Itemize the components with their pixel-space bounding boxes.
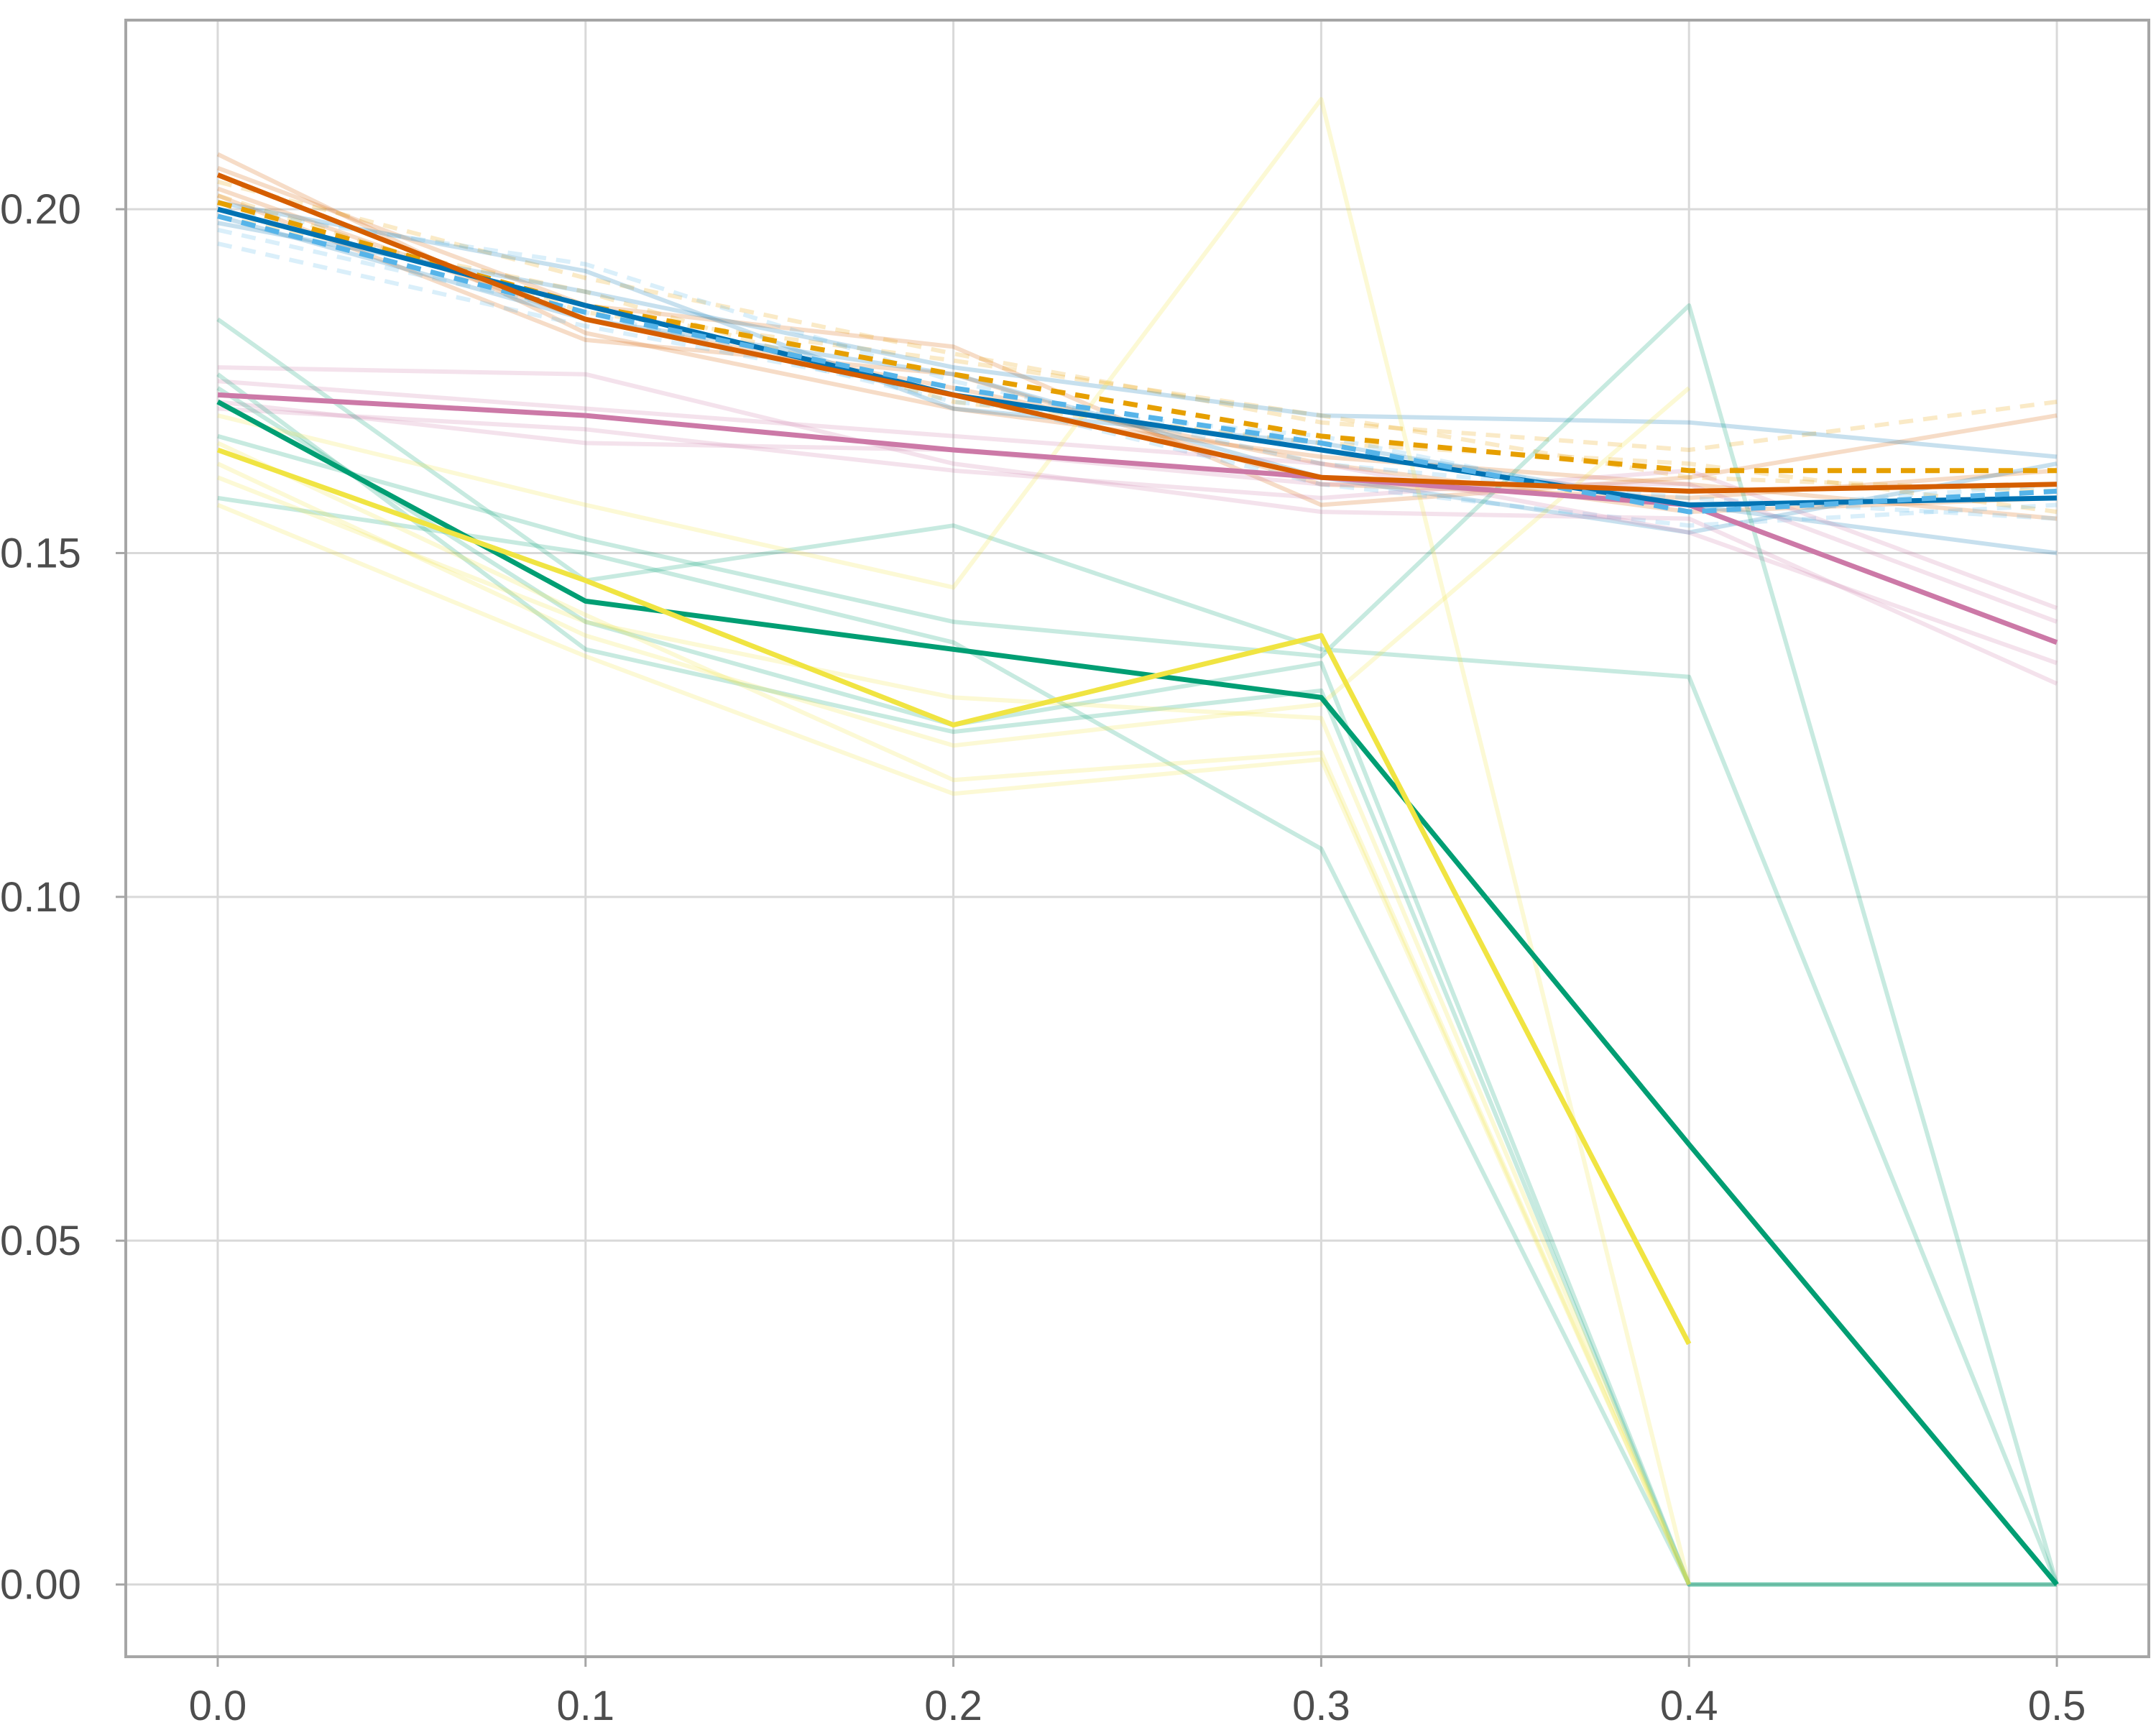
faint-series-line [216, 386, 1691, 748]
x-tick-label: 0.3 [1292, 1683, 1350, 1725]
faint-series-line [217, 221, 2058, 459]
y-tick-label: 0.00 [0, 1562, 81, 1609]
faint-series-line [217, 241, 2058, 528]
y-tick-label: 0.15 [0, 530, 81, 576]
faint-series-line [216, 475, 1691, 1586]
faint-series-line [217, 200, 2058, 556]
faint-series-line [217, 365, 2058, 686]
faint-series-line [216, 317, 2059, 1586]
series-line [217, 206, 2058, 507]
faint-series-line [217, 379, 2058, 666]
y-axis-ticks: 0.00 0.05 0.10 0.15 0.20 [0, 186, 126, 1609]
x-axis-ticks: 0.0 0.1 0.2 0.3 0.4 0.5 [189, 1657, 2086, 1725]
faint-series-line [217, 303, 2059, 1586]
faint-series-line [217, 406, 2058, 610]
faint-series-line [216, 372, 2057, 1587]
faint-series-line [217, 213, 2058, 535]
faint-series-line [217, 97, 1692, 1586]
y-tick-label: 0.05 [0, 1218, 81, 1264]
faint-series-line [217, 227, 2058, 515]
series-line [216, 447, 1692, 1346]
series-line [217, 213, 2058, 515]
main-series-group [216, 172, 2059, 1586]
faint-series-line [216, 502, 1691, 1586]
x-tick-label: 0.4 [1660, 1683, 1718, 1725]
faint-series-line [217, 179, 2058, 452]
faint-series-line [216, 441, 1691, 1586]
series-line [216, 399, 2059, 1586]
y-tick-label: 0.20 [0, 186, 81, 233]
faint-series-group [216, 97, 2059, 1587]
faint-series-line [216, 165, 2058, 507]
faint-series-line [216, 386, 2057, 1587]
y-tick-label: 0.10 [0, 874, 81, 921]
faint-series-line [217, 495, 2057, 1587]
x-tick-label: 0.2 [924, 1683, 982, 1725]
plot-frame [124, 19, 2150, 1658]
x-tick-label: 0.1 [556, 1683, 614, 1725]
faint-series-line [216, 193, 2058, 500]
x-tick-label: 0.0 [189, 1683, 247, 1725]
faint-series-line [217, 400, 2058, 624]
series-line [216, 172, 2058, 494]
x-tick-label: 0.5 [2028, 1683, 2086, 1725]
series-line [217, 392, 2058, 645]
